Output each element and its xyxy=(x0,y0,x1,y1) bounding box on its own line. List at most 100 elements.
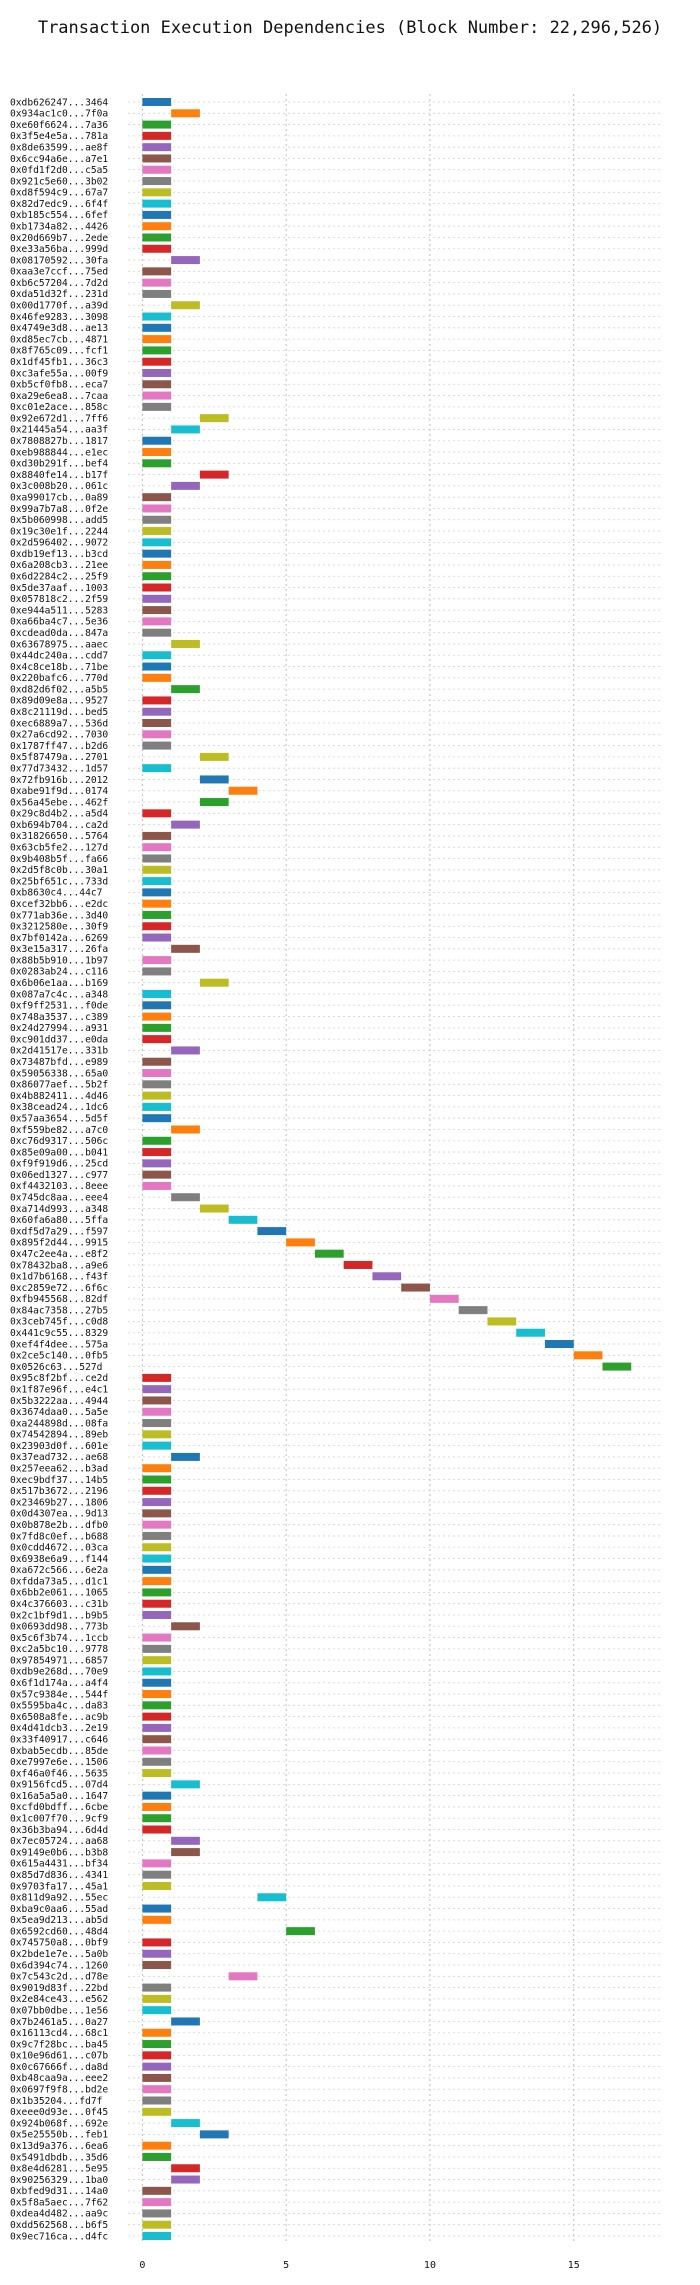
tx-label: 0x47c2ee4a...e8f2 xyxy=(10,1249,108,1260)
tx-label: 0x16113cd4...68c1 xyxy=(10,2028,108,2039)
tx-bar xyxy=(142,1644,172,1653)
tx-label: 0x89d09e8a...9527 xyxy=(10,696,108,707)
tx-bar xyxy=(142,289,172,298)
tx-label: 0x90256329...1ba0 xyxy=(10,2175,108,2186)
tx-label: 0x8de63599...ae8f xyxy=(10,142,108,153)
tx-bar xyxy=(142,730,172,739)
tx-bar xyxy=(429,1294,459,1303)
tx-label: 0x77d73432...1d57 xyxy=(10,763,108,774)
tx-bar xyxy=(142,549,172,558)
tx-bar xyxy=(142,1690,172,1699)
tx-label: 0xa672c566...6e2a xyxy=(10,1565,108,1576)
tx-label: 0x6d394c74...1260 xyxy=(10,1960,108,1971)
tx-label: 0x0d4307ea...9d13 xyxy=(10,1509,108,1520)
tx-label: 0xe944a511...5283 xyxy=(10,605,108,616)
tx-label: 0xc901dd37...e0da xyxy=(10,1034,108,1045)
tx-label: 0xcfd0bdff...6cbe xyxy=(10,1802,108,1813)
tx-bar xyxy=(171,2164,200,2173)
tx-label: 0xfb945568...82df xyxy=(10,1294,108,1305)
tx-label: 0xd82d6f02...a5b5 xyxy=(10,684,108,695)
tx-label: 0x057818c2...2f59 xyxy=(10,594,108,605)
tx-label: 0x08170592...30fa xyxy=(10,255,108,266)
tx-label: 0xcef32bb6...e2dc xyxy=(10,899,108,910)
tx-bar xyxy=(142,222,172,231)
tx-bar xyxy=(171,481,200,490)
tx-bar xyxy=(142,854,172,863)
tx-label: 0x57c9384e...544f xyxy=(10,1689,108,1700)
tx-label: 0x37ead732...ae68 xyxy=(10,1452,108,1463)
tx-bar xyxy=(142,1181,172,1190)
tx-bar xyxy=(142,888,172,897)
tx-label: 0xaa3e7ccf...75ed xyxy=(10,267,108,278)
tx-bar xyxy=(142,1035,172,1044)
tx-bar xyxy=(401,1283,430,1292)
tx-label: 0xbfed9d31...14a0 xyxy=(10,2186,108,2197)
tx-label: 0x7ec05724...aa68 xyxy=(10,1836,108,1847)
tx-bar xyxy=(142,594,172,603)
tx-bar xyxy=(142,1373,172,1382)
tx-bar xyxy=(142,1588,172,1597)
tx-label: 0x8c21119d...bed5 xyxy=(10,707,108,718)
tx-bar xyxy=(142,1148,172,1157)
tx-label: 0x2e84ce43...e562 xyxy=(10,1994,108,2005)
tx-label: 0x934ac1c0...7f0a xyxy=(10,109,108,120)
tx-label: 0x0b878e2b...dfb0 xyxy=(10,1520,108,1531)
tx-label: 0x6938e6a9...f144 xyxy=(10,1554,108,1565)
tx-label: 0xb48caa9a...eee2 xyxy=(10,2073,108,2084)
tx-bar xyxy=(487,1317,517,1326)
tx-label: 0x2d5f8c0b...30a1 xyxy=(10,865,108,876)
tx-bar xyxy=(142,764,172,773)
tx-label: 0x27a6cd92...7030 xyxy=(10,730,108,741)
tx-bar xyxy=(286,1927,315,1936)
tx-label: 0x23469b27...1806 xyxy=(10,1497,108,1508)
tx-bar xyxy=(142,2198,172,2207)
tx-bar xyxy=(142,527,172,536)
tx-bar xyxy=(142,1667,172,1676)
tx-bar xyxy=(142,1486,172,1495)
tx-bar xyxy=(142,2051,172,2060)
tx-bar xyxy=(142,956,172,965)
tx-label: 0x44dc240a...cdd7 xyxy=(10,651,108,662)
tx-label: 0x5b060998...add5 xyxy=(10,515,108,526)
tx-label: 0x7fd8c0ef...b688 xyxy=(10,1531,108,1542)
tx-label: 0x924b068f...692e xyxy=(10,2118,108,2129)
x-tick-label: 0 xyxy=(139,2260,145,2271)
tx-bar xyxy=(142,1509,172,1518)
tx-label: 0x2ce5c140...0fb5 xyxy=(10,1351,108,1362)
tx-label: 0xeb988844...e1ec xyxy=(10,447,108,458)
tx-label: 0x24d27994...a931 xyxy=(10,1023,108,1034)
tx-bar xyxy=(142,2209,172,2218)
chart-title: Transaction Execution Dependencies (Bloc… xyxy=(37,18,663,38)
tx-bar xyxy=(142,843,172,852)
tx-bar xyxy=(228,1972,258,1981)
tx-bar xyxy=(171,1622,200,1631)
tx-label: 0x5f8a5aec...7f62 xyxy=(10,2197,108,2208)
x-tick-label: 15 xyxy=(568,2260,580,2271)
tx-label: 0x7c543c2d...d78e xyxy=(10,1972,108,1983)
tx-label: 0x57aa3654...5d5f xyxy=(10,1113,108,1124)
tx-bar xyxy=(142,335,172,344)
tx-label: 0x8e4d6281...5e95 xyxy=(10,2164,108,2175)
tx-bar xyxy=(142,1938,172,1947)
tx-label: 0x6592cd60...48d4 xyxy=(10,1926,108,1937)
tx-bar xyxy=(142,2028,172,2037)
tx-bar xyxy=(142,1001,172,1010)
tx-bar xyxy=(142,177,172,186)
tx-bar xyxy=(171,256,200,265)
tx-bar xyxy=(199,798,229,807)
tx-label: 0x0693dd98...773b xyxy=(10,1622,108,1633)
tx-label: 0x2c1bf9d1...b9b5 xyxy=(10,1610,108,1621)
tx-bar xyxy=(142,2085,172,2094)
tx-label: 0x4c376603...c31b xyxy=(10,1599,108,1610)
tx-bar xyxy=(142,1080,172,1089)
tx-label: 0xb6c57204...7d2d xyxy=(10,278,108,289)
tx-label: 0x63cb5fe2...127d xyxy=(10,843,108,854)
tx-bar xyxy=(142,933,172,942)
tx-bar xyxy=(602,1362,632,1371)
tx-label: 0xf46a0f46...5635 xyxy=(10,1768,108,1779)
tx-label: 0x517b3672...2196 xyxy=(10,1486,108,1497)
tx-bar xyxy=(142,1430,172,1439)
tx-label: 0xc01e2ace...858c xyxy=(10,402,108,413)
tx-bar xyxy=(142,1904,172,1913)
tx-bar xyxy=(142,210,172,219)
